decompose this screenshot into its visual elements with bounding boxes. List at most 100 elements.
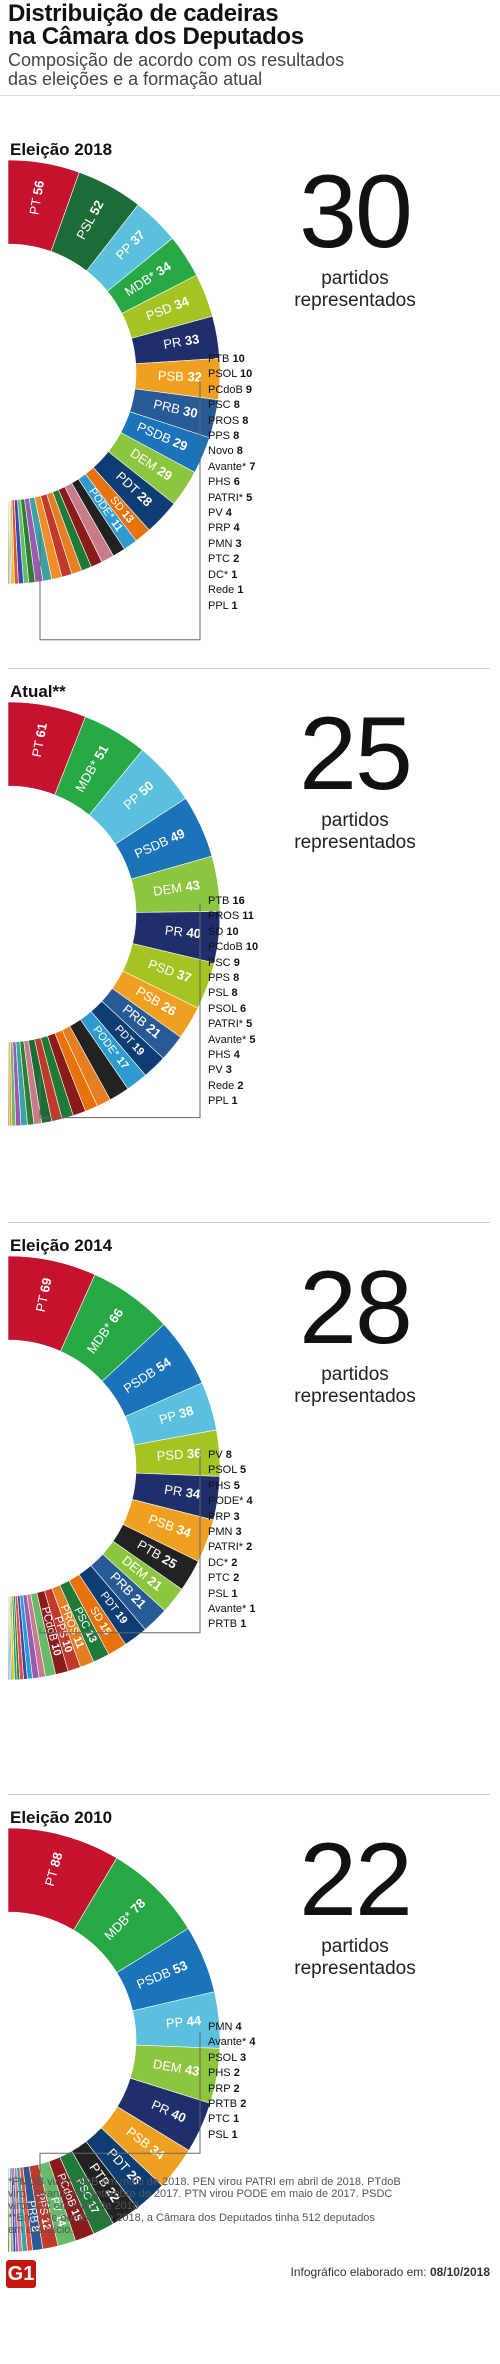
section-divider [8, 668, 490, 669]
small-party-name: Rede [208, 1079, 235, 1092]
small-party-item: PSOL 6 [208, 1002, 258, 1017]
slice-label-name: PP [157, 1407, 181, 1427]
title-line-1: Distribuição de cadeiras [8, 0, 279, 27]
small-party-name: PMN [208, 537, 233, 550]
section-divider [8, 1222, 490, 1223]
small-party-value: 8 [231, 987, 238, 1000]
small-parties-bracket [39, 380, 201, 641]
small-party-name: DC* [208, 1556, 229, 1569]
small-party-name: Avante* [208, 1033, 247, 1046]
slice-label: DEM 43 [152, 2057, 201, 2080]
slice-label-name: PT [42, 1865, 62, 1888]
small-party-item: PSOL 3 [208, 2051, 256, 2066]
small-party-item: DC* 2 [208, 1556, 256, 1571]
section-label: Eleição 2014 [10, 1236, 113, 1255]
footnote-line: em exercício. [8, 2224, 74, 2236]
section-label: Atual** [10, 682, 66, 701]
small-party-item: PMN 3 [208, 1525, 256, 1540]
small-party-name: PSOL [208, 368, 237, 381]
small-party-name: SD [208, 925, 224, 938]
slice-label: PP 38 [157, 1403, 195, 1428]
subtitle-line-2: das eleições e a formação atual [8, 69, 263, 89]
chart-section: Eleição 2014 PT 69 MDB* 66 PSDB 54 PP 38 PSD … [0, 1222, 500, 1802]
small-party-value: 8 [236, 445, 243, 458]
small-party-item: PHS 5 [208, 1479, 256, 1494]
small-party-value: 7 [249, 460, 256, 473]
small-party-item: Rede 1 [208, 583, 256, 598]
slice-label: PT 69 [33, 1277, 55, 1314]
footnote-line: **Em 7 de outubro de 2018, a Câmara dos … [8, 2212, 375, 2224]
slice-label-value: 17 [114, 1055, 131, 1072]
slice-psl [7, 2167, 10, 2253]
small-party-item: PROS 11 [208, 909, 258, 924]
small-party-value: 6 [233, 476, 240, 489]
small-party-value: 4 [233, 1049, 240, 1062]
small-party-value: 5 [240, 1464, 247, 1477]
slice-label-value: 69 [37, 1277, 55, 1294]
small-party-name: Avante* [208, 2036, 247, 2049]
small-party-value: 5 [249, 1033, 256, 1046]
slice-label-value: 15 [68, 2207, 84, 2223]
small-party-value: 16 [232, 895, 245, 907]
slice-label-value: 66 [106, 1306, 127, 1327]
slice-label-name: PR [162, 334, 186, 352]
small-party-name: Rede [208, 584, 235, 597]
small-party-name: PV [208, 1064, 223, 1077]
small-party-value: 2 [231, 1556, 238, 1569]
slice-ppl [7, 499, 10, 585]
small-party-name: DC* [208, 568, 229, 581]
small-party-value: 8 [233, 972, 240, 985]
small-party-item: PV 8 [208, 1448, 256, 1463]
small-party-item: PRP 4 [208, 521, 256, 536]
total-parties-caption: partidos [321, 1936, 389, 1957]
small-party-name: PPL [208, 599, 229, 612]
chart-section: Atual** PT 61 MDB* 51 PP 50 PSDB 49 DEM 43 PR … [0, 668, 500, 1240]
small-party-name: PPS [208, 972, 231, 985]
slice-label-value: 36 [186, 1446, 201, 1462]
small-party-value: 10 [240, 368, 253, 381]
total-parties-number: 25 [299, 696, 413, 812]
small-parties-bracket [39, 904, 201, 1119]
small-party-item: PTC 2 [208, 552, 256, 567]
footnote-line: virou Avante em setembro de 2017. PTN vi… [8, 2188, 393, 2200]
slice-label-value: 37 [175, 967, 194, 986]
slice-label-value: 88 [48, 1851, 66, 1869]
small-party-value: 4 [225, 507, 232, 520]
slice-label-value: 61 [33, 722, 50, 739]
small-party-value: 1 [231, 1587, 238, 1600]
small-parties-list: PV 8 PSOL 5 PHS 5 PODE* 4 PRP 3 PMN 3 PATRI* 2… [208, 1448, 256, 1633]
small-party-value: 8 [242, 414, 249, 427]
slice-label: PT 56 [27, 179, 48, 216]
small-party-value: 8 [233, 430, 240, 443]
small-party-name: PSC [208, 399, 231, 412]
small-party-name: PATRI* [208, 1541, 244, 1554]
slice-label-value: 10 [49, 1642, 64, 1657]
small-party-item: Avante* 1 [208, 1602, 256, 1617]
small-party-name: PROS [208, 414, 240, 427]
small-party-name: PTC [208, 2113, 230, 2126]
small-party-item: PTB 10 [208, 352, 256, 367]
slice-label-value: 19 [113, 1609, 130, 1626]
slice-label-value: 53 [171, 1958, 190, 1977]
slice-label-value: 29 [154, 464, 174, 484]
small-party-item: PSC 9 [208, 956, 258, 971]
small-party-value: 9 [233, 956, 240, 969]
total-parties-caption: representados [294, 832, 416, 853]
small-party-item: PROS 8 [208, 414, 256, 429]
small-party-value: 2 [240, 2098, 247, 2111]
small-party-value: 1 [233, 2113, 240, 2126]
small-party-name: PCdoB [208, 383, 243, 396]
small-party-name: PHS [208, 476, 231, 489]
section-label: Eleição 2010 [10, 1808, 113, 1827]
small-party-item: Avante* 7 [208, 460, 256, 475]
small-party-name: PATRI* [208, 491, 244, 504]
slice-label-name: DEM [152, 2057, 187, 2077]
small-party-item: PHS 4 [208, 1048, 258, 1063]
total-parties-number: 28 [299, 1250, 413, 1366]
subtitle-line-1: Composição de acordo com os resultados [8, 50, 345, 70]
small-party-name: PPS [208, 430, 231, 443]
small-party-item: PMN 3 [208, 537, 256, 552]
